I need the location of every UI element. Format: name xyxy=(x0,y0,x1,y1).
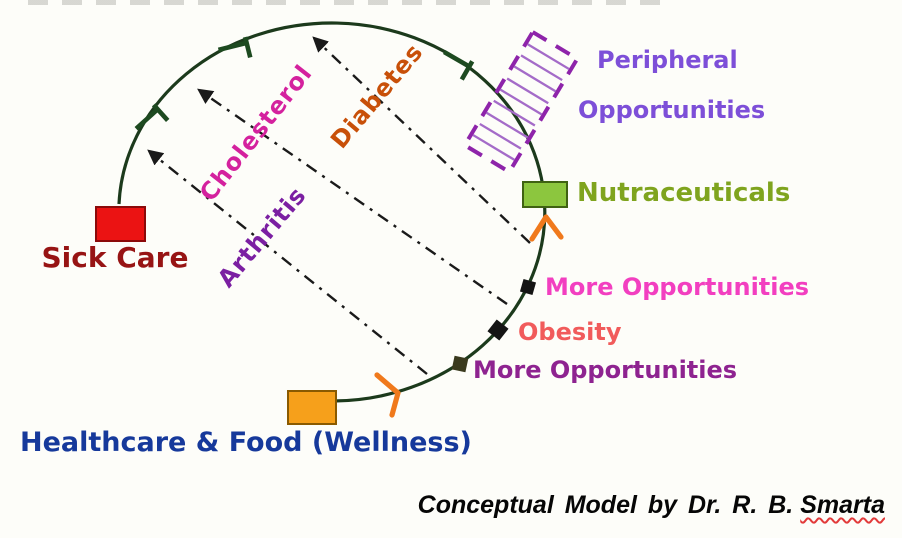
more-opportunities-purple-label: More Opportunities xyxy=(473,356,738,384)
flow-arrow-top-icon xyxy=(217,36,253,58)
cholesterol-arrow-line xyxy=(197,88,508,305)
arc-marker-more-opportunities-2 xyxy=(451,355,469,373)
wellness-node-square xyxy=(287,390,337,425)
wellness-cycle-arc xyxy=(117,21,547,403)
arc-marker-obesity xyxy=(487,319,509,341)
caption-author: Smarta xyxy=(800,491,885,519)
caption-text: Conceptual Model by Dr. R. B. xyxy=(417,491,794,519)
nutraceuticals-label: Nutraceuticals xyxy=(577,178,791,208)
wellness-label: Healthcare & Food (Wellness) xyxy=(20,427,472,458)
sick-care-label: Sick Care xyxy=(41,241,189,274)
obesity-label: Obesity xyxy=(518,318,622,346)
diabetes-arrow-line xyxy=(312,36,531,244)
more-opportunities-pink-label: More Opportunities xyxy=(545,273,810,301)
arc-marker-more-opportunities-1 xyxy=(519,278,537,296)
flow-arrow-left-icon xyxy=(134,103,170,131)
arthritis-arrow-line xyxy=(147,149,428,375)
flow-arrow-to-nutraceuticals-icon xyxy=(529,214,564,242)
peripheral-hatched-box xyxy=(461,29,581,175)
peripheral-opportunities-label-line1: Peripheral xyxy=(597,46,738,74)
nutraceuticals-node-square xyxy=(522,181,568,208)
peripheral-opportunities-label-line2: Opportunities xyxy=(578,96,766,124)
flow-arrow-top-right-icon xyxy=(442,50,475,81)
caption: Conceptual Model by Dr. R. B. Smarta xyxy=(418,491,885,520)
cropped-title-artifact xyxy=(28,0,668,5)
sick-care-node-square xyxy=(95,206,146,242)
flow-arrow-from-wellness-icon xyxy=(374,372,401,418)
